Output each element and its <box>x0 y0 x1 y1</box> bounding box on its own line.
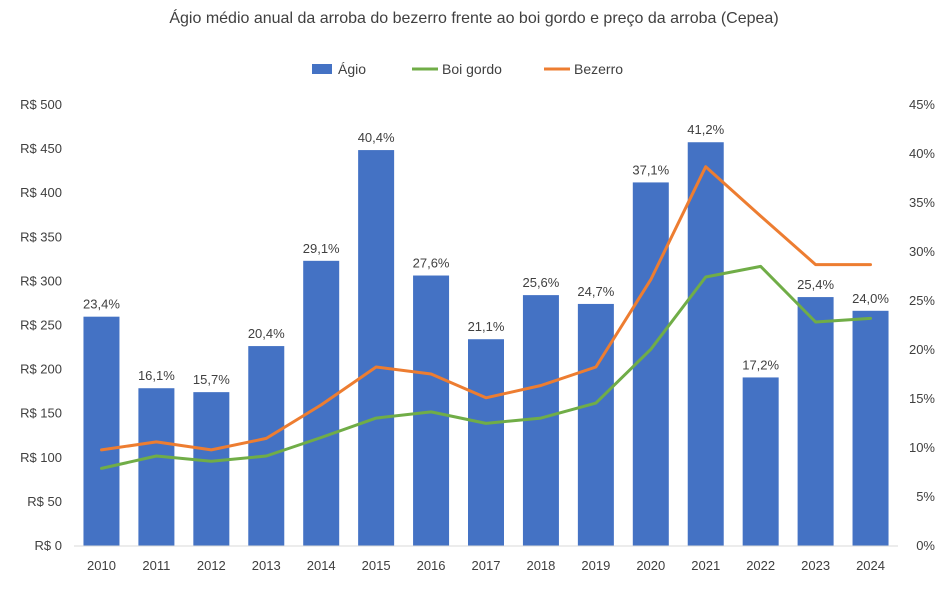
left-tick-label: R$ 250 <box>20 318 62 333</box>
x-tick-label: 2013 <box>252 558 281 573</box>
x-tick-label: 2012 <box>197 558 226 573</box>
left-tick-label: R$ 50 <box>27 494 62 509</box>
bar-data-label: 16,1% <box>138 368 175 383</box>
line-series <box>100 165 872 470</box>
bar-data-label: 25,6% <box>522 275 559 290</box>
legend-label: Bezerro <box>574 61 623 77</box>
right-tick-label: 0% <box>916 538 935 553</box>
x-tick-label: 2014 <box>307 558 336 573</box>
bar-series <box>83 142 889 547</box>
bar-data-label: 20,4% <box>248 326 285 341</box>
left-axis: R$ 0 R$ 50 R$ 100 R$ 150 R$ 200 R$ 250 R$ 300 R… <box>20 97 62 553</box>
left-tick-label: R$ 0 <box>35 538 62 553</box>
bar-2010 <box>83 316 120 546</box>
right-tick-label: 10% <box>909 440 935 455</box>
right-axis: 0% 5% 10% 15% 20% 25% 30% 35% 40% 45% <box>909 97 935 553</box>
right-tick-label: 30% <box>909 244 935 259</box>
bar-2019 <box>577 303 614 546</box>
bar-2017 <box>468 339 504 546</box>
x-tick-label: 2018 <box>526 558 555 573</box>
right-tick-label: 25% <box>909 293 935 308</box>
bar-2024 <box>852 310 889 546</box>
legend-label: Boi gordo <box>442 61 502 77</box>
bar-data-label: 24,0% <box>852 291 889 306</box>
bar-data-label: 41,2% <box>687 122 724 137</box>
x-axis: 2010 2011 2012 2013 2014 2015 2016 2017 2018 2019… <box>87 558 885 573</box>
bar-data-label: 29,1% <box>303 241 340 256</box>
left-tick-label: R$ 150 <box>20 406 62 421</box>
left-tick-label: R$ 200 <box>20 362 62 377</box>
x-tick-label: 2021 <box>691 558 720 573</box>
left-tick-label: R$ 450 <box>20 141 62 156</box>
bar-2023 <box>797 297 834 546</box>
x-tick-label: 2016 <box>417 558 446 573</box>
x-tick-label: 2017 <box>472 558 501 573</box>
bar-data-label: 15,7% <box>193 372 230 387</box>
right-tick-label: 20% <box>909 342 935 357</box>
bar-data-label: 17,2% <box>742 357 779 372</box>
bar-data-label: 24,7% <box>577 284 614 299</box>
x-tick-label: 2020 <box>636 558 665 573</box>
bar-2020 <box>632 182 669 547</box>
bar-2015 <box>358 150 395 546</box>
bar-2021 <box>687 142 724 547</box>
right-tick-label: 35% <box>909 195 935 210</box>
right-tick-label: 5% <box>916 489 935 504</box>
bar-2012 <box>193 392 230 546</box>
left-tick-label: R$ 300 <box>20 273 62 288</box>
bar-data-label: 27,6% <box>413 256 450 271</box>
right-tick-label: 15% <box>909 391 935 406</box>
left-tick-label: R$ 100 <box>20 450 62 465</box>
x-tick-label: 2019 <box>581 558 610 573</box>
bar-data-label: 23,4% <box>83 297 120 312</box>
left-tick-label: R$ 500 <box>20 97 62 112</box>
data-labels: 23,4% 16,1% 15,7% 20,4% 29,1% 40,4% 27,6% 21,1%… <box>83 122 889 387</box>
bar-data-label: 21,1% <box>468 319 505 334</box>
bar-data-label: 40,4% <box>358 130 395 145</box>
x-tick-label: 2015 <box>362 558 391 573</box>
left-tick-label: R$ 350 <box>20 229 62 244</box>
x-tick-label: 2024 <box>856 558 885 573</box>
x-tick-label: 2011 <box>142 558 170 573</box>
bar-data-label: 25,4% <box>797 277 834 292</box>
x-tick-label: 2022 <box>746 558 775 573</box>
bar-data-label: 37,1% <box>632 162 669 177</box>
chart-title: Ágio médio anual da arroba do bezerro fr… <box>169 10 779 27</box>
legend-swatch <box>312 64 332 74</box>
right-tick-label: 40% <box>909 146 935 161</box>
bar-2022 <box>742 377 779 546</box>
x-tick-label: 2023 <box>801 558 830 573</box>
legend-label: Ágio <box>338 61 366 77</box>
left-tick-label: R$ 400 <box>20 185 62 200</box>
line-bezerro <box>100 165 872 452</box>
legend: Ágio Boi gordo Bezerro <box>312 61 623 77</box>
x-tick-label: 2010 <box>87 558 116 573</box>
right-tick-label: 45% <box>909 97 935 112</box>
line-boi-gordo <box>100 264 872 470</box>
bar-2011 <box>138 388 175 546</box>
bar-2013 <box>248 346 285 546</box>
